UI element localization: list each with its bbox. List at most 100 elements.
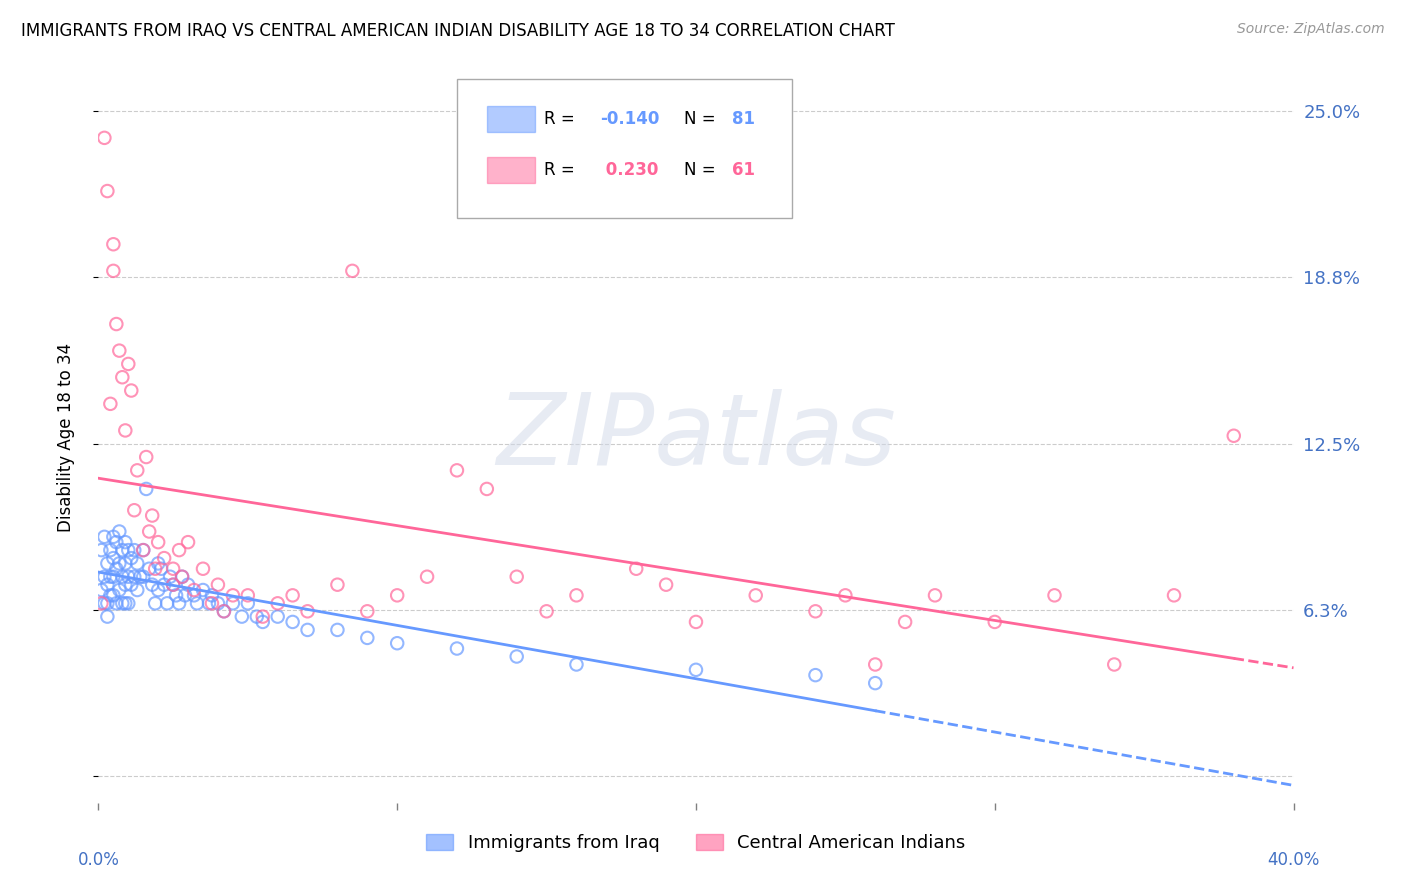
Point [326, 623, 349, 637]
Point [1043, 588, 1066, 602]
Point [135, 482, 157, 496]
Point [159, 570, 181, 584]
Point [114, 424, 136, 438]
Point [207, 596, 229, 610]
Y-axis label: Disability Age 18 to 34: Disability Age 18 to 34 [56, 343, 75, 532]
Point [745, 588, 768, 602]
Point [103, 530, 125, 544]
Point [924, 588, 946, 602]
Point [132, 543, 155, 558]
Point [124, 570, 146, 584]
Text: -0.140: -0.140 [600, 110, 659, 128]
Point [162, 577, 184, 591]
Point [103, 570, 125, 584]
Point [212, 604, 235, 618]
Point [148, 535, 170, 549]
Point [96, 577, 118, 591]
Point [90, 543, 112, 558]
FancyBboxPatch shape [457, 78, 792, 218]
Point [148, 557, 170, 571]
Point [183, 582, 205, 597]
Point [114, 557, 136, 571]
Bar [486, 157, 534, 183]
Point [804, 604, 827, 618]
Point [153, 577, 176, 591]
Point [252, 609, 274, 624]
Text: Source: ZipAtlas.com: Source: ZipAtlas.com [1237, 22, 1385, 37]
Point [297, 604, 319, 618]
Point [108, 524, 131, 539]
Point [98, 588, 122, 602]
Point [127, 557, 149, 571]
Point [167, 596, 190, 610]
Point [103, 588, 125, 602]
Point [281, 588, 304, 602]
Point [120, 551, 142, 566]
Point [105, 596, 128, 610]
Point [834, 588, 856, 602]
Point [105, 535, 128, 549]
Point [246, 609, 269, 624]
Point [143, 562, 166, 576]
Point [90, 582, 112, 597]
Point [114, 535, 136, 549]
Point [111, 570, 134, 584]
Point [96, 184, 118, 198]
Point [141, 577, 163, 591]
Point [132, 543, 155, 558]
Point [984, 615, 1007, 629]
Point [222, 588, 245, 602]
Point [111, 370, 134, 384]
Point [212, 604, 235, 618]
Point [120, 577, 142, 591]
Point [98, 570, 122, 584]
Point [165, 588, 187, 602]
Text: R =: R = [544, 161, 581, 179]
Point [174, 588, 197, 602]
Text: IMMIGRANTS FROM IRAQ VS CENTRAL AMERICAN INDIAN DISABILITY AGE 18 TO 34 CORRELAT: IMMIGRANTS FROM IRAQ VS CENTRAL AMERICAN… [21, 22, 896, 40]
Point [356, 631, 378, 645]
Point [506, 649, 529, 664]
Point [120, 384, 142, 398]
Point [135, 450, 157, 464]
Text: N =: N = [685, 110, 721, 128]
Point [117, 357, 139, 371]
Point [114, 596, 136, 610]
Point [252, 615, 274, 629]
Point [156, 596, 179, 610]
Point [153, 551, 176, 566]
Point [416, 570, 439, 584]
Point [894, 615, 917, 629]
Bar [486, 106, 534, 132]
Point [90, 596, 112, 610]
Point [162, 577, 184, 591]
Point [150, 562, 173, 576]
Point [198, 596, 221, 610]
Point [162, 562, 184, 576]
Point [127, 582, 149, 597]
Text: 40.0%: 40.0% [1267, 851, 1320, 869]
Point [105, 562, 128, 576]
Point [108, 582, 131, 597]
Point [565, 657, 588, 672]
Point [446, 641, 468, 656]
Point [356, 604, 378, 618]
Point [111, 596, 134, 610]
Point [138, 562, 160, 576]
Point [207, 577, 229, 591]
Point [103, 551, 125, 566]
Point [117, 596, 139, 610]
Point [172, 570, 194, 584]
Point [96, 557, 118, 571]
Point [93, 570, 115, 584]
Point [685, 663, 707, 677]
Point [93, 530, 115, 544]
Text: R =: R = [544, 110, 581, 128]
Point [865, 676, 887, 690]
Point [183, 588, 205, 602]
Point [385, 588, 409, 602]
Text: 0.230: 0.230 [600, 161, 659, 179]
Point [148, 582, 170, 597]
Point [141, 508, 163, 523]
Point [103, 264, 125, 278]
